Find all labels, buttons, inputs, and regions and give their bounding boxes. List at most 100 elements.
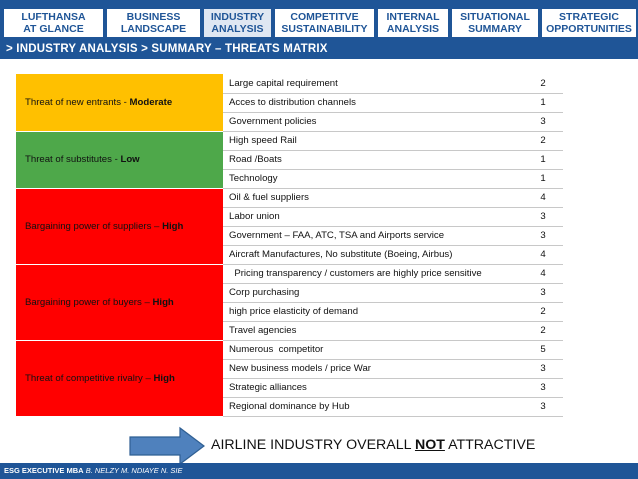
right-arrow-icon	[129, 426, 205, 466]
breadcrumb-bar: > INDUSTRY ANALYSIS > SUMMARY – THREATS …	[0, 40, 638, 59]
table-row: Aircraft Manufactures, No substitute (Bo…	[16, 245, 563, 265]
tab-label-line1: INDUSTRY	[210, 11, 265, 23]
threat-level: High	[162, 220, 184, 232]
threat-factor: Strategic alliances	[223, 378, 523, 398]
tab-label-line2: AT GLANCE	[23, 23, 84, 35]
threat-category-cell: Bargaining power of buyers – High	[16, 264, 223, 341]
table-row: Bargaining power of suppliers – High Oil …	[16, 188, 563, 265]
threat-level: High	[152, 296, 174, 308]
table-row: Threat of substitutes - Low High speed Ra…	[16, 131, 563, 189]
threat-score: 4	[523, 245, 563, 265]
threat-factor: Technology	[223, 169, 523, 189]
table-row: Government policies 3	[16, 112, 563, 132]
overall-verdict: AIRLINE INDUSTRY OVERALL NOT ATTRACTIVE	[211, 437, 535, 453]
tab-label-line2: ANALYSIS	[211, 23, 264, 35]
table-row: Labor union 3	[16, 207, 563, 227]
table-row: Government – FAA, ATC, TSA and Airports …	[16, 226, 563, 246]
threat-score: 1	[523, 169, 563, 189]
table-row: Technology 1	[16, 169, 563, 189]
threats-matrix-body: Threat of new entrants - Moderate Large c…	[16, 74, 563, 417]
threat-score: 3	[523, 112, 563, 132]
verdict-text-end: ATTRACTIVE	[444, 437, 536, 453]
threat-factor: New business models / price War	[223, 359, 523, 379]
table-row: Threat of new entrants - Moderate Large c…	[16, 74, 563, 132]
table-row: Acces to distribution channels 1	[16, 93, 563, 113]
tab-label-line1: LUFTHANSA	[21, 11, 86, 23]
threat-factor: Travel agencies	[223, 321, 523, 341]
threat-score: 2	[523, 321, 563, 341]
tab-strategic-opportunities[interactable]: STRATEGIC OPPORTUNITIES	[542, 9, 636, 37]
threat-score: 1	[523, 150, 563, 170]
tab-label-line2: SUSTAINABILITY	[281, 23, 368, 35]
footer-authors: B. NELZY M. NDIAYE N. SIE	[83, 466, 183, 475]
table-row: Corp purchasing 3	[16, 283, 563, 303]
table-row: Bargaining power of buyers – High Pricin…	[16, 264, 563, 341]
threat-score: 2	[523, 302, 563, 322]
threat-score: 3	[523, 359, 563, 379]
threat-category-text: Threat of competitive rivalry –	[25, 372, 154, 384]
threat-score: 3	[523, 283, 563, 303]
tab-internal-analysis[interactable]: INTERNAL ANALYSIS	[378, 9, 448, 37]
threat-level: Low	[120, 154, 140, 165]
table-row: Strategic alliances 3	[16, 378, 563, 398]
threat-factor: Labor union	[223, 207, 523, 227]
threat-factor: Numerous competitor	[223, 340, 523, 360]
threat-factor: Pricing transparency / customers are hig…	[223, 264, 523, 284]
verdict-emphasis: NOT	[414, 437, 445, 453]
tab-label-line2: SUMMARY	[468, 23, 522, 35]
threat-category-text: Bargaining power of suppliers –	[25, 220, 163, 232]
footer-program: ESG EXECUTIVE MBA	[4, 466, 84, 475]
threat-factor: Aircraft Manufactures, No substitute (Bo…	[223, 245, 523, 265]
breadcrumb: > INDUSTRY ANALYSIS > SUMMARY – THREATS …	[6, 43, 328, 55]
footer-bar: ESG EXECUTIVE MBA B. NELZY M. NDIAYE N. …	[0, 463, 638, 479]
threat-factor: Government – FAA, ATC, TSA and Airports …	[223, 226, 523, 246]
tab-label-line1: INTERNAL	[386, 11, 440, 23]
tab-situational-summary[interactable]: SITUATIONAL SUMMARY	[452, 9, 538, 37]
threat-score: 4	[523, 264, 563, 284]
threat-category-cell: Threat of new entrants - Moderate	[16, 74, 223, 132]
threat-category-text: Bargaining power of buyers –	[25, 296, 153, 308]
threat-score: 3	[523, 378, 563, 398]
tab-label-line1: STRATEGIC	[559, 11, 619, 23]
tab-label-line2: LANDSCAPE	[120, 23, 187, 35]
table-row: high price elasticity of demand 2	[16, 302, 563, 322]
threat-score: 3	[523, 207, 563, 227]
tab-label-line2: OPPORTUNITIES	[546, 23, 632, 35]
top-navigation: LUFTHANSA AT GLANCE BUSINESS LANDSCAPE IND…	[0, 0, 638, 40]
tab-competitive-sustainability[interactable]: COMPETITVE SUSTAINABILITY	[275, 9, 374, 37]
threat-level: Moderate	[129, 96, 173, 108]
threat-category-label: Bargaining power of suppliers – High	[25, 221, 183, 232]
threat-score: 1	[523, 93, 563, 113]
table-row: Road /Boats 1	[16, 150, 563, 170]
tab-business-landscape[interactable]: BUSINESS LANDSCAPE	[107, 9, 200, 37]
threat-factor: Corp purchasing	[223, 283, 523, 303]
threat-factor: Government policies	[223, 112, 523, 132]
threat-category-label: Threat of substitutes - Low	[25, 154, 140, 165]
threat-category-cell: Threat of substitutes - Low	[16, 131, 223, 189]
threat-category-cell: Bargaining power of suppliers – High	[16, 188, 223, 265]
threat-factor: Large capital requirement	[223, 74, 523, 94]
threat-category-text: Threat of substitutes -	[25, 154, 121, 165]
threat-category-cell: Threat of competitive rivalry – High	[16, 340, 223, 417]
tab-label-line1: COMPETITVE	[290, 11, 359, 23]
threat-score: 2	[523, 74, 563, 94]
threat-category-label: Bargaining power of buyers – High	[25, 297, 174, 308]
table-row: New business models / price War 3	[16, 359, 563, 379]
threat-category-label: Threat of new entrants - Moderate	[25, 97, 172, 108]
threat-score: 3	[523, 397, 563, 417]
table-row: Travel agencies 2	[16, 321, 563, 341]
threat-score: 5	[523, 340, 563, 360]
threats-matrix: Threat of new entrants - Moderate Large c…	[16, 74, 563, 417]
tab-label-line2: ANALYSIS	[386, 23, 440, 35]
tab-label-line1: BUSINESS	[126, 11, 181, 23]
threat-category-label: Threat of competitive rivalry – High	[25, 373, 175, 384]
threat-factor: Acces to distribution channels	[223, 93, 523, 113]
tab-lufthansa-at-glance[interactable]: LUFTHANSA AT GLANCE	[4, 9, 103, 37]
table-row: Regional dominance by Hub 3	[16, 397, 563, 417]
threat-factor: Regional dominance by Hub	[223, 397, 523, 417]
tab-industry-analysis[interactable]: INDUSTRY ANALYSIS	[204, 9, 271, 37]
verdict-text: AIRLINE INDUSTRY OVERALL	[211, 437, 415, 453]
threat-score: 4	[523, 188, 563, 208]
threat-factor: high price elasticity of demand	[223, 302, 523, 322]
threat-category-text: Threat of new entrants -	[25, 96, 130, 108]
